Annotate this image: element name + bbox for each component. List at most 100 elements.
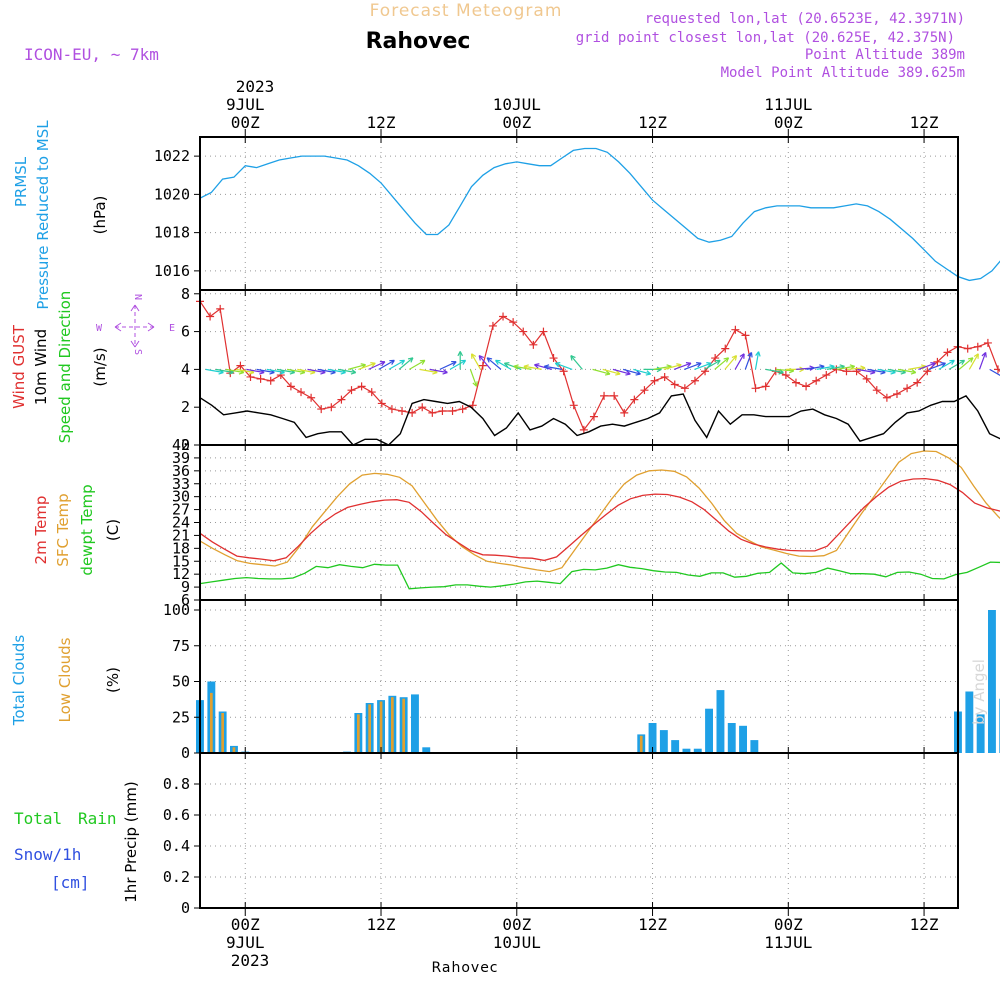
wind-direction-arrow	[744, 352, 753, 370]
wind-direction-arrowhead	[940, 362, 946, 368]
gust-marker	[347, 386, 356, 395]
wind-direction-arrowhead	[451, 360, 457, 367]
wind-direction-arrowhead	[615, 370, 621, 376]
wind-direction-arrowhead	[930, 362, 936, 368]
wind-direction-arrow	[684, 362, 702, 370]
wind-direction-arrow	[486, 357, 502, 370]
gust-marker	[478, 361, 487, 370]
wind-direction-arrow	[989, 368, 1000, 377]
wind-direction-arrowhead	[503, 362, 510, 368]
wind-direction-arrowhead	[755, 351, 761, 357]
wind-direction-arrowhead	[981, 352, 987, 358]
precip-snow-label: Snow/1h	[14, 845, 81, 864]
wind-direction-arrow	[704, 359, 721, 370]
gust-marker	[983, 338, 992, 347]
wind-direction-arrow	[958, 357, 974, 370]
compass-n: N	[132, 294, 143, 300]
gust-marker	[973, 342, 982, 351]
sfc-temp-line	[199, 450, 1000, 573]
wind-direction-arrowhead	[470, 353, 477, 359]
wind-direction-arrow	[897, 368, 916, 374]
wind-direction-arrow	[398, 357, 414, 370]
y-tick-label: 0.4	[163, 837, 190, 855]
data-marks	[196, 147, 1000, 754]
wind-direction-arrow	[225, 368, 244, 374]
wind-direction-arrowhead	[554, 362, 561, 368]
y-tick-label: 0	[181, 744, 190, 762]
wind-direction-arrow	[555, 362, 573, 370]
top-time-label: 00Z	[231, 113, 260, 132]
gust-marker	[872, 386, 881, 395]
y-tick-label: 1018	[154, 224, 190, 242]
wind-direction-arrow	[663, 364, 682, 370]
temp-2m-label: 2m Temp	[32, 496, 50, 565]
credit-watermark: by Angel	[970, 659, 988, 725]
y-tick-label: 6	[181, 591, 190, 609]
precip-rain-label: Rain	[78, 809, 117, 828]
gust-line	[199, 300, 1000, 432]
wind-unit: (m/s)	[91, 347, 109, 386]
compass-rose: W E N S	[96, 294, 175, 355]
total-cloud-bar	[716, 690, 725, 753]
gust-marker	[569, 401, 578, 410]
y-tick-label: 0	[181, 899, 190, 917]
top-date-label: 9JUL	[226, 95, 265, 114]
gust-marker	[529, 340, 538, 349]
precip-snow-unit: [cm]	[51, 873, 90, 892]
wind-direction-arrow	[633, 368, 651, 375]
gust-marker	[660, 372, 669, 381]
axes: 1016101810201022024686912151821242730333…	[154, 95, 939, 952]
wind-direction-arrow	[469, 369, 478, 387]
gust-marker	[640, 386, 649, 395]
wind-direction-arrow	[478, 355, 492, 370]
gust-marker	[751, 384, 760, 393]
compass-s: S	[132, 349, 143, 355]
grid-point-coords: grid point closest lon,lat (20.625E, 42.…	[576, 30, 955, 46]
wind-direction-arrowhead	[706, 362, 712, 368]
gust-marker	[802, 382, 811, 391]
gust-marker	[236, 361, 245, 370]
wind-direction-arrow	[358, 362, 376, 370]
y-tick-label: 18	[172, 539, 190, 557]
wind-direction-arrow	[775, 368, 794, 372]
total-cloud-bar	[705, 708, 713, 753]
wind-speed-line	[199, 393, 1000, 446]
wind-direction-arrow	[256, 368, 275, 374]
y-tick-label: 2	[181, 398, 190, 416]
requested-coords: requested lon,lat (20.6523E, 42.3971N)	[645, 11, 965, 27]
footer-location: Rahovec	[431, 960, 498, 976]
top-time-label: 00Z	[502, 113, 531, 132]
top-year: 2023	[236, 77, 275, 96]
panel-frame	[199, 599, 959, 754]
gust-marker	[670, 380, 679, 389]
gust-marker	[377, 399, 386, 408]
wind-direction-arrow	[673, 362, 692, 370]
bottom-time-label: 12Z	[367, 915, 396, 934]
bottom-year: 2023	[231, 951, 270, 970]
location-title: Rahovec	[366, 29, 471, 54]
y-tick-label: 33	[172, 475, 190, 493]
wind-direction-arrowhead	[513, 364, 519, 370]
wind-direction-arrow	[544, 365, 563, 370]
top-time-label: 00Z	[774, 113, 803, 132]
wind-direction-arrowhead	[442, 369, 448, 375]
wind-direction-arrowhead	[523, 364, 529, 370]
gust-marker	[812, 376, 821, 385]
gust-marker	[398, 406, 407, 415]
wind-direction-arrowhead	[723, 357, 730, 363]
point-altitude: Point Altitude 389m	[805, 47, 965, 63]
wind-direction-arrow	[938, 359, 955, 370]
wind-direction-arrow	[368, 361, 386, 370]
y-tick-label: 4	[181, 360, 190, 378]
y-tick-label: 50	[172, 673, 190, 691]
wind-direction-arrowhead	[457, 351, 464, 357]
gust-marker	[367, 388, 376, 397]
wind-direction-arrowhead	[747, 352, 753, 358]
wind-dir-label: Speed and Direction	[56, 291, 74, 444]
product-title: Forecast Meteogram	[370, 1, 563, 21]
bottom-time-label: 12Z	[638, 915, 667, 934]
wind-direction-arrow	[978, 352, 987, 370]
wind-direction-arrowhead	[543, 364, 550, 370]
wind-direction-arrow	[378, 359, 395, 370]
wind-gust-label: Wind GUST	[10, 324, 28, 409]
